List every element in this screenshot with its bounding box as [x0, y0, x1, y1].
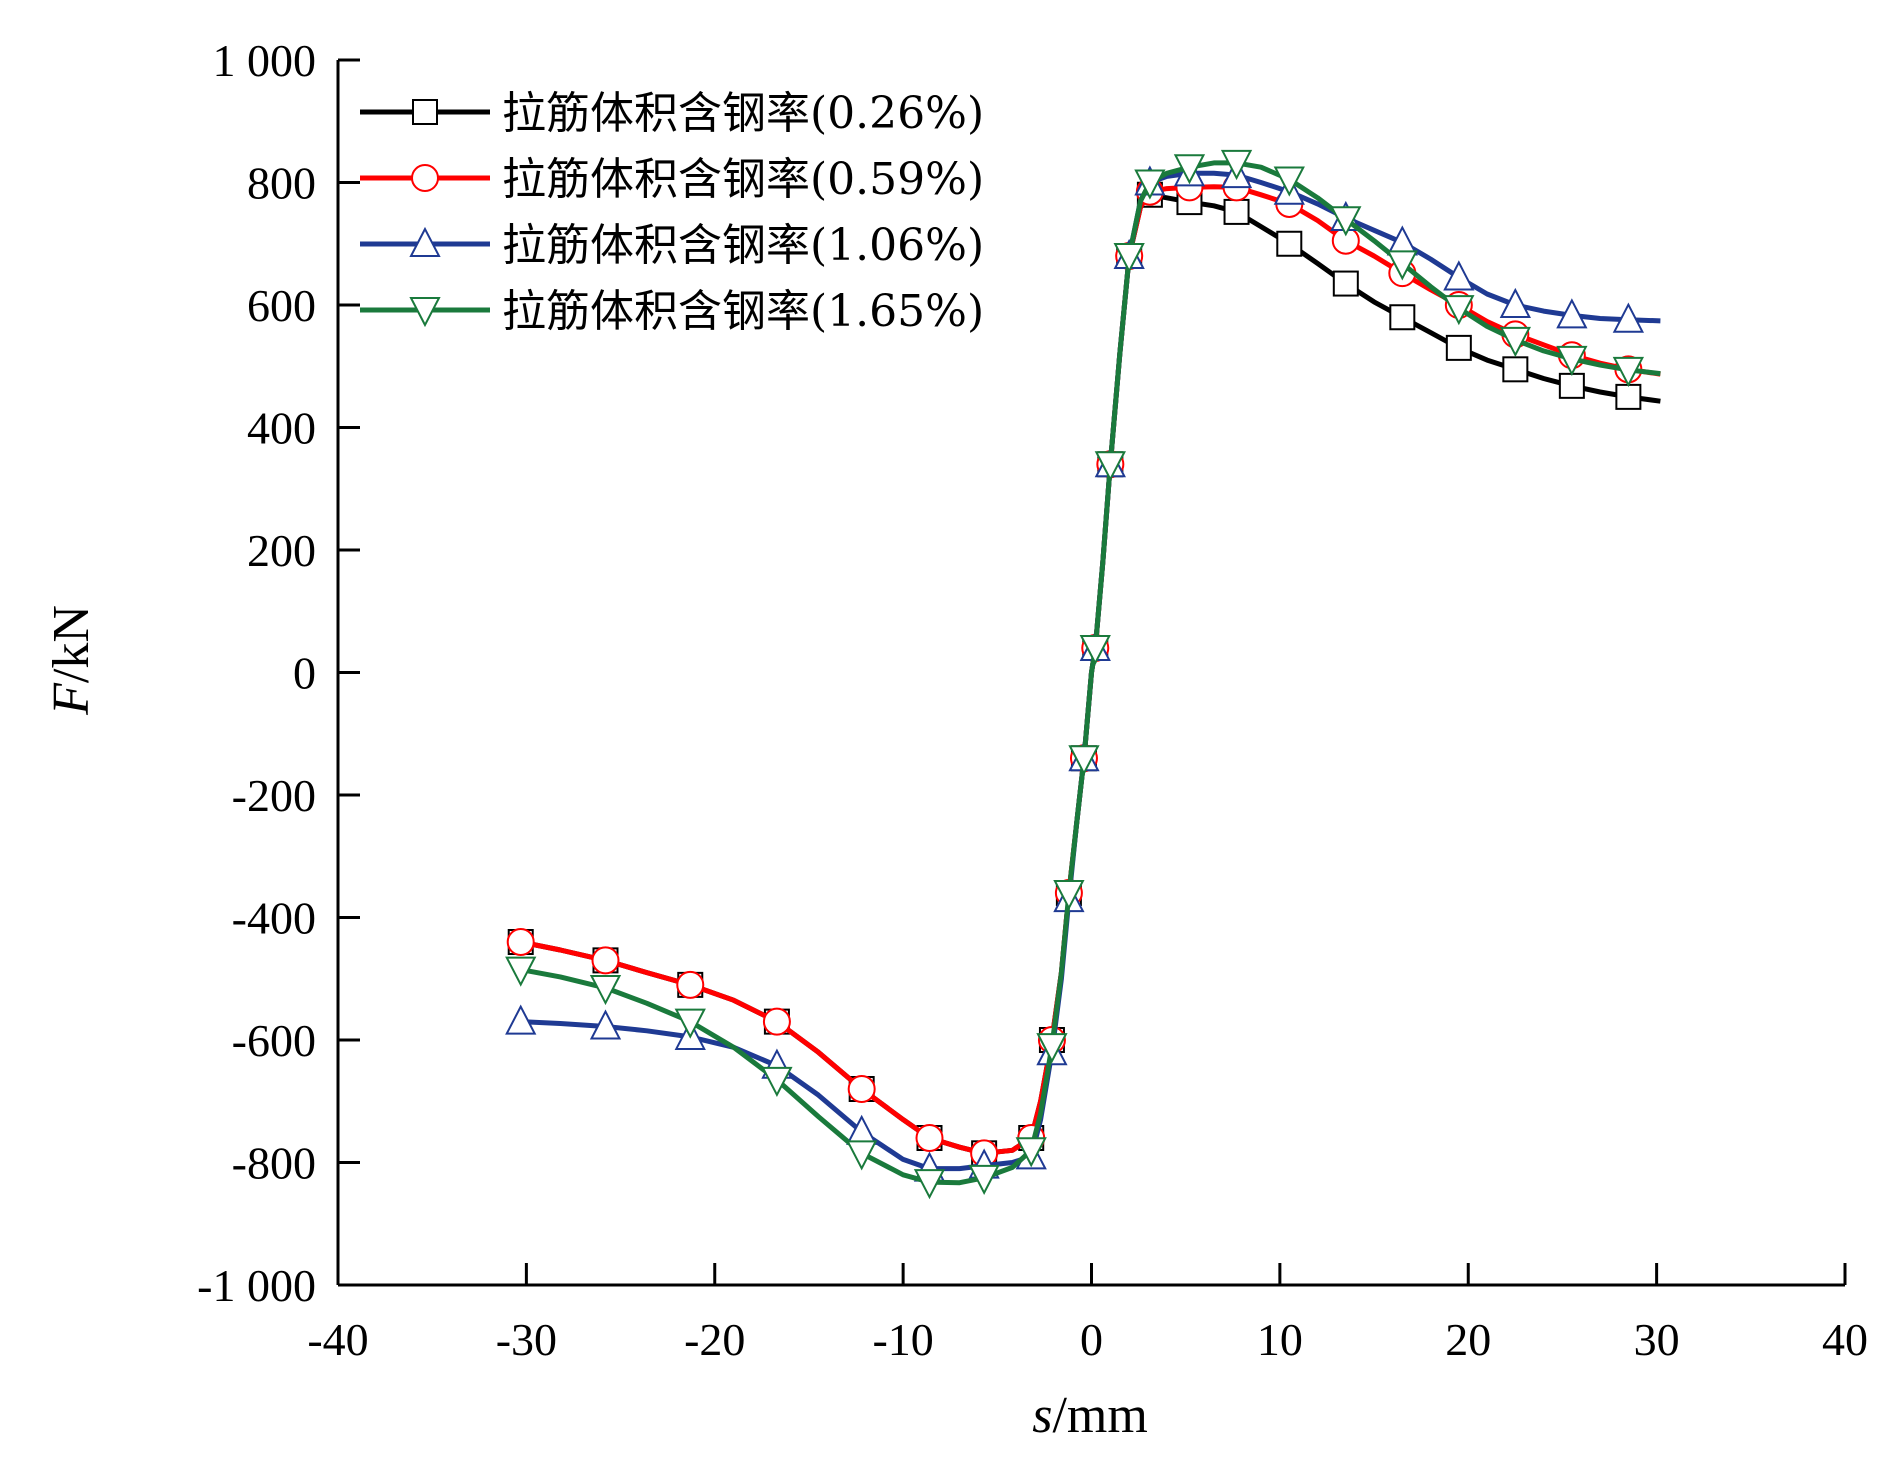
y-axis-title: F/kN — [43, 605, 100, 716]
legend: 拉筋体积含钢率(0.26%) 拉筋体积含钢率(0.59%) 拉筋体积含钢率(1.06… — [360, 88, 984, 337]
data-point — [1015, 1137, 1047, 1168]
x-tick-label: -20 — [684, 1314, 745, 1365]
data-point — [1134, 169, 1166, 200]
x-tick-label: 20 — [1445, 1314, 1491, 1365]
data-point — [1223, 198, 1250, 225]
data-point — [1068, 745, 1100, 776]
y-axis-variable: F — [43, 682, 100, 716]
data-point — [968, 1164, 1000, 1195]
data-point — [1499, 287, 1531, 318]
x-tick-label: -10 — [872, 1314, 933, 1365]
data-point — [1499, 326, 1531, 358]
data-point — [1173, 154, 1206, 185]
data-point — [674, 1008, 706, 1039]
data-point — [1273, 166, 1305, 197]
data-point — [1036, 1033, 1068, 1064]
x-tick-label: 30 — [1634, 1314, 1680, 1365]
y-tick-label: -400 — [232, 893, 316, 944]
data-point — [1558, 372, 1585, 399]
legend-label: 拉筋体积含钢率(0.26%) — [502, 88, 984, 139]
data-point — [1612, 356, 1645, 388]
x-tick-label: -40 — [307, 1314, 368, 1365]
y-tick-label: 400 — [247, 403, 316, 454]
legend-marker — [409, 226, 441, 257]
y-tick-label: 0 — [293, 648, 316, 699]
data-point — [1443, 260, 1475, 291]
data-point — [761, 1066, 793, 1097]
data-point — [1053, 880, 1085, 911]
x-axis-title: s/mm — [1032, 1387, 1148, 1444]
data-point — [676, 970, 705, 999]
data-point — [589, 974, 622, 1006]
legend-label: 拉筋体积含钢率(1.06%) — [502, 220, 984, 271]
data-point — [1556, 298, 1588, 329]
data-point — [505, 956, 537, 987]
data-point — [915, 1124, 944, 1152]
data-point — [1389, 304, 1416, 331]
data-point — [1176, 189, 1203, 216]
data-point — [1445, 334, 1472, 361]
data-point — [591, 946, 620, 975]
data-point — [1443, 295, 1475, 326]
legend-marker — [411, 164, 439, 192]
data-point — [1220, 149, 1253, 181]
x-tick-label: 10 — [1257, 1314, 1303, 1365]
data-point — [506, 928, 535, 956]
data-point — [1332, 270, 1359, 297]
x-tick-label: -30 — [496, 1314, 557, 1365]
y-tick-label: -800 — [232, 1138, 316, 1189]
legend-marker — [409, 297, 441, 328]
legend-marker — [412, 99, 438, 125]
y-tick-label: -200 — [232, 770, 316, 821]
data-point — [846, 1140, 878, 1171]
legend-label: 拉筋体积含钢率(0.59%) — [502, 154, 984, 205]
series-3 — [505, 149, 1661, 1200]
data-point — [1502, 356, 1529, 383]
data-point — [1615, 383, 1642, 410]
x-axis-variable: s — [1032, 1387, 1052, 1444]
y-tick-label: 1 000 — [213, 35, 317, 86]
data-point — [847, 1075, 876, 1103]
data-point — [1386, 250, 1418, 281]
x-tick-label: 40 — [1822, 1314, 1868, 1365]
data-point — [1612, 302, 1645, 333]
x-axis-unit: /mm — [1052, 1387, 1147, 1444]
data-point — [1330, 206, 1362, 237]
data-point — [505, 1004, 537, 1035]
data-point — [1079, 635, 1111, 666]
data-point — [1113, 243, 1145, 274]
data-point — [913, 1169, 946, 1200]
series-layer — [505, 149, 1661, 1200]
data-point — [589, 1009, 622, 1040]
data-point — [1276, 230, 1303, 257]
y-tick-label: 200 — [247, 525, 316, 576]
data-point — [1094, 451, 1126, 482]
y-tick-label: 800 — [247, 158, 316, 209]
data-point — [1556, 345, 1588, 377]
legend-label: 拉筋体积含钢率(1.65%) — [502, 286, 984, 337]
y-tick-label: -1 000 — [197, 1260, 316, 1311]
y-tick-label: -600 — [232, 1015, 316, 1066]
y-axis-unit: /kN — [43, 605, 100, 683]
x-tick-label: 0 — [1080, 1314, 1103, 1365]
y-tick-label: 600 — [247, 280, 316, 331]
data-point — [762, 1007, 791, 1036]
